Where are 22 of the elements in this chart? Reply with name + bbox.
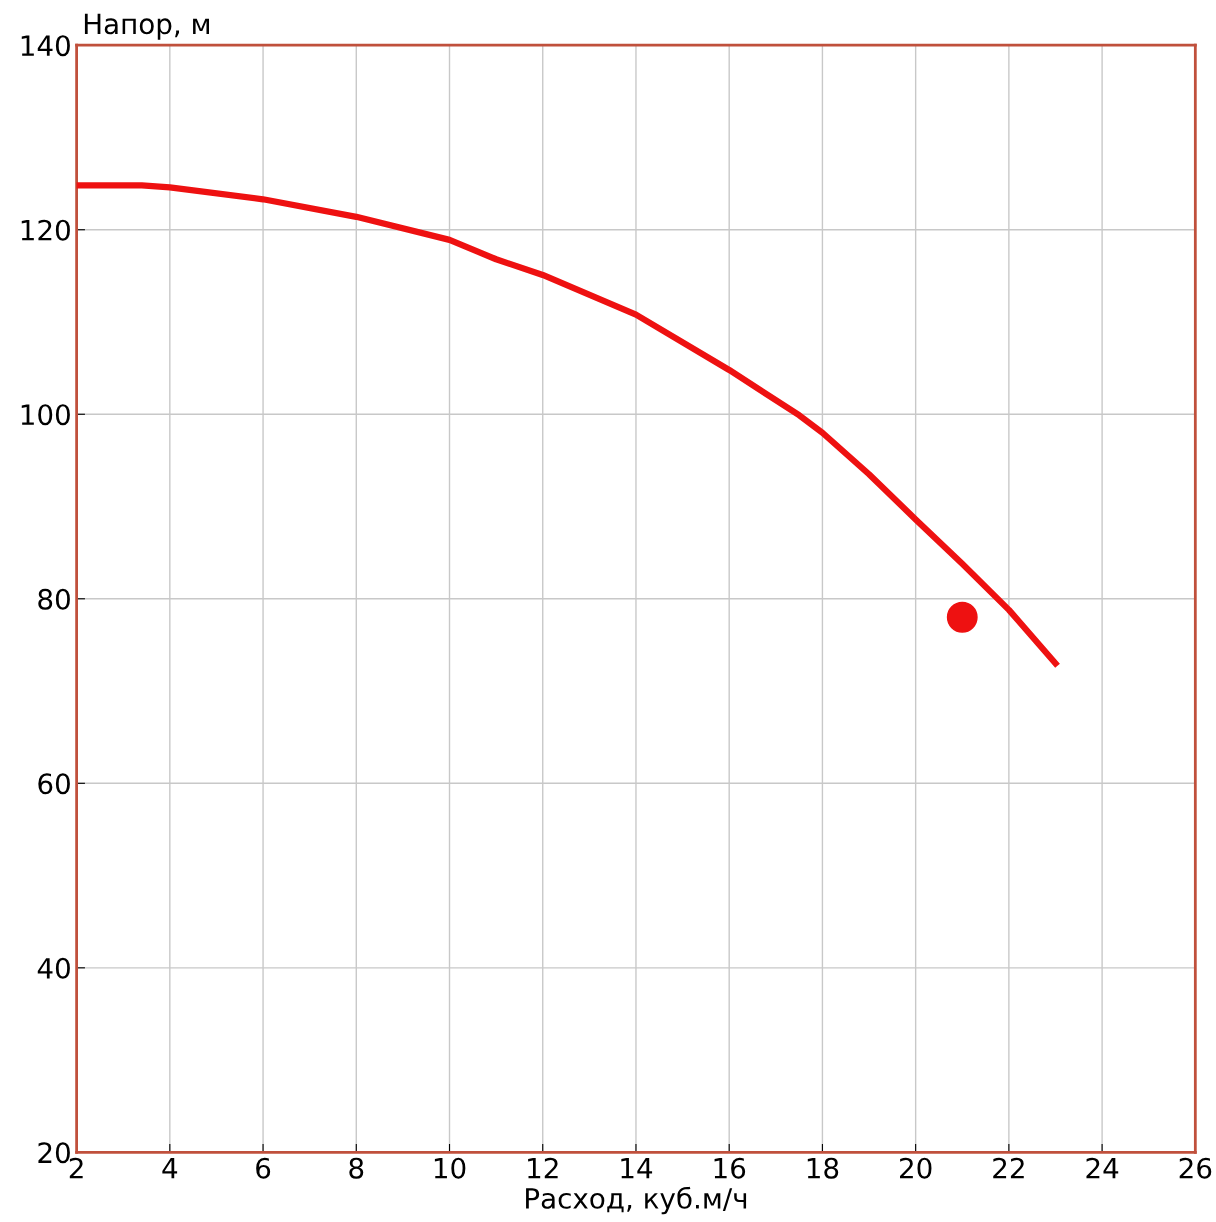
x-tick-label: 18 [807,1157,839,1179]
y-tick-label: 80 [38,588,70,610]
y-tick-label: 20 [38,1142,70,1164]
x-tick-label: 24 [1086,1157,1119,1179]
x-tick-label: 8 [349,1157,364,1179]
x-tick-label: 16 [714,1157,746,1179]
y-axis-title: Напор, м [84,13,209,40]
y-tick-label: 100 [21,404,70,426]
x-tick-label: 12 [528,1157,558,1179]
x-tick-label: 2 [69,1157,83,1179]
y-tick-label: 120 [21,219,70,241]
x-tick-label: 4 [162,1158,178,1179]
y-tick-label: 60 [38,773,70,795]
x-tick-label: 26 [1179,1157,1212,1179]
x-tick-label: 10 [434,1157,466,1179]
y-tick-label: 40 [37,957,70,979]
x-tick-label: 20 [900,1157,932,1179]
x-tick-label: 22 [993,1157,1024,1179]
x-axis-title: Расход, куб.м/ч [526,1186,747,1215]
x-tick-label: 14 [621,1158,653,1179]
x-tick-label: 6 [256,1157,271,1179]
y-tick-label: 140 [21,35,70,57]
